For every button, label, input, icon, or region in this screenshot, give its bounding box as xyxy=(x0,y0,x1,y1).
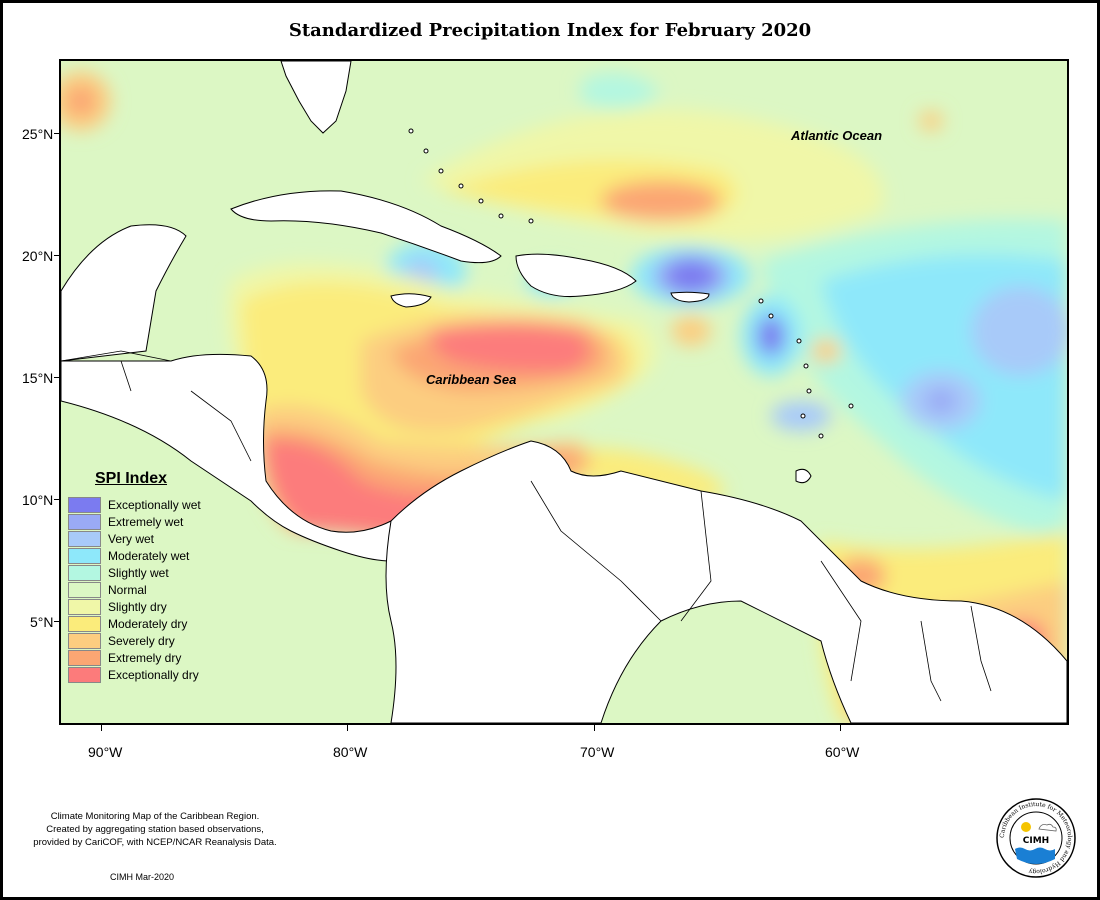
map-title: Standardized Precipitation Index for Feb… xyxy=(288,20,812,41)
legend-label: Moderately dry xyxy=(108,616,188,631)
legend-swatch xyxy=(68,513,101,530)
spi-contours xyxy=(61,71,1067,723)
legend-label: Severely dry xyxy=(108,633,175,648)
lon-tick-mark xyxy=(347,725,348,731)
legend-label: Very wet xyxy=(108,531,155,546)
spi-map: Atlantic Ocean Caribbean Sea xyxy=(59,59,1069,725)
legend-swatch xyxy=(68,581,101,598)
legend-label: Exceptionally wet xyxy=(108,497,201,512)
legend-swatch xyxy=(68,632,101,649)
lat-tick-label: 15°N xyxy=(22,370,54,386)
legend-swatch xyxy=(68,598,101,615)
land-masses xyxy=(61,61,1067,723)
atlantic-ocean-label: Atlantic Ocean xyxy=(791,128,883,143)
legend-item: Moderately dry xyxy=(68,615,218,632)
lon-tick-mark xyxy=(594,725,595,731)
lon-tick-label: 80°W xyxy=(333,744,368,760)
legend-label: Slightly dry xyxy=(108,599,167,614)
spi-legend: SPI Index Exceptionally wet Extremely wet… xyxy=(68,470,218,683)
lat-tick-mark xyxy=(54,133,60,134)
lon-tick-label: 70°W xyxy=(580,744,615,760)
logo-text: CIMH xyxy=(1023,836,1049,846)
lat-tick-label: 5°N xyxy=(30,614,54,630)
lon-tick-label: 60°W xyxy=(825,744,860,760)
legend-item: Extremely wet xyxy=(68,513,218,530)
lon-tick-label: 90°W xyxy=(88,744,123,760)
legend-item: Exceptionally dry xyxy=(68,666,218,683)
legend-item: Moderately wet xyxy=(68,547,218,564)
legend-items: Exceptionally wet Extremely wet Very wet Mo… xyxy=(68,496,218,683)
legend-item: Exceptionally wet xyxy=(68,496,218,513)
credit-line: provided by CariCOF, with NCEP/NCAR Rean… xyxy=(33,837,277,848)
legend-item: Slightly dry xyxy=(68,598,218,615)
legend-item: Normal xyxy=(68,581,218,598)
legend-label: Extremely dry xyxy=(108,650,182,665)
lon-tick-mark xyxy=(840,725,841,731)
lat-tick-label: 10°N xyxy=(22,492,54,508)
country-borders xyxy=(61,350,992,702)
legend-swatch xyxy=(68,496,101,513)
credit-line: Created by aggregating station based obs… xyxy=(46,824,264,835)
legend-item: Extremely dry xyxy=(68,649,218,666)
legend-label: Normal xyxy=(108,582,147,597)
sun-icon xyxy=(1021,822,1031,832)
lon-tick-mark xyxy=(101,725,102,731)
credit-line: Climate Monitoring Map of the Caribbean … xyxy=(50,811,260,822)
legend-swatch xyxy=(68,564,101,581)
legend-item: Slightly wet xyxy=(68,564,218,581)
legend-label: Exceptionally dry xyxy=(108,667,199,682)
lat-tick-mark xyxy=(54,377,60,378)
legend-item: Very wet xyxy=(68,530,218,547)
legend-swatch xyxy=(68,547,101,564)
legend-swatch xyxy=(68,666,101,683)
legend-swatch xyxy=(68,615,101,632)
legend-swatch xyxy=(68,649,101,666)
legend-item: Severely dry xyxy=(68,632,218,649)
lat-tick-mark xyxy=(54,499,60,500)
caribbean-sea-label: Caribbean Sea xyxy=(426,372,517,387)
spi-map-canvas xyxy=(61,61,1067,723)
credit-text: Climate Monitoring Map of the Caribbean … xyxy=(20,810,290,849)
lat-tick-label: 20°N xyxy=(22,248,54,264)
cimh-logo: Caribbean Institute for Meteorology and … xyxy=(995,797,1077,884)
lat-tick-mark xyxy=(54,255,60,256)
waves-icon xyxy=(1015,847,1055,864)
lat-tick-mark xyxy=(54,621,60,622)
legend-swatch xyxy=(68,530,101,547)
credit-date: CIMH Mar-2020 xyxy=(110,872,175,882)
legend-label: Slightly wet xyxy=(108,565,169,580)
legend-title: SPI Index xyxy=(95,470,168,487)
cloud-icon xyxy=(1038,823,1057,832)
legend-label: Extremely wet xyxy=(108,514,184,529)
lat-tick-label: 25°N xyxy=(22,126,54,142)
legend-label: Moderately wet xyxy=(108,548,190,563)
